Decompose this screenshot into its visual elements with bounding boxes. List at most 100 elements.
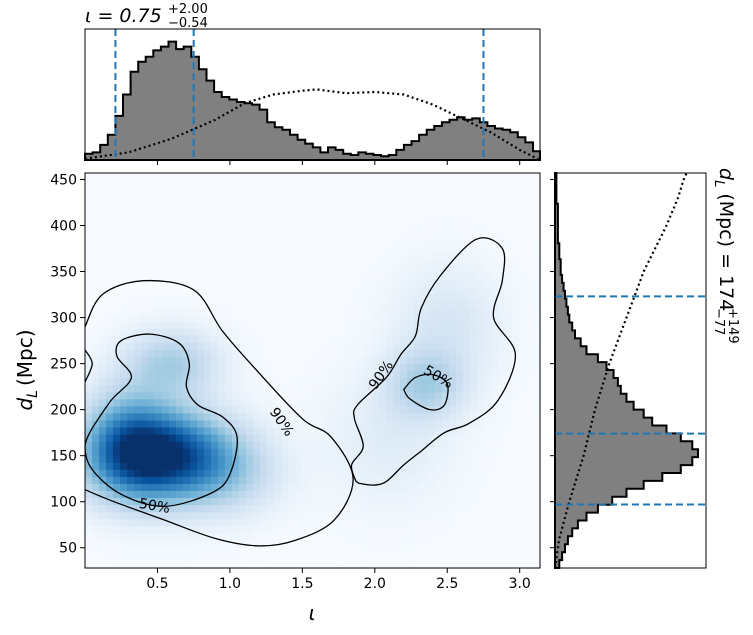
density-cell [323,476,331,484]
density-cell [176,497,184,506]
density-cell [351,426,359,435]
density-cell [246,412,254,421]
density-cell [274,314,282,322]
density-cell [127,511,135,520]
density-cell [162,328,170,336]
density-cell [414,398,422,407]
density-cell [393,264,401,273]
density-cell [386,173,394,181]
density-cell [386,180,394,188]
density-cell [127,307,135,315]
density-cell [232,278,240,287]
density-cell [302,215,310,223]
density-cell [162,243,170,252]
density-cell [400,462,408,470]
density-cell [337,504,345,513]
density-cell [533,180,541,188]
density-cell [218,187,226,195]
svg-text:dL(Mpc): dL(Mpc) [13,329,41,410]
density-cell [141,426,149,435]
density-cell [337,328,345,336]
density-cell [148,490,156,499]
density-cell [456,271,464,280]
density-cell [365,391,373,400]
density-cell [470,264,478,273]
density-cell [428,377,436,386]
density-cell [204,257,212,266]
density-cell [281,490,289,499]
density-cell [519,250,527,259]
density-cell [330,173,338,181]
density-cell [449,278,457,287]
density-cell [246,490,254,499]
density-cell [372,539,380,548]
density-cell [421,476,429,484]
density-cell [351,356,359,365]
density-cell [99,476,107,484]
density-cell [218,441,226,449]
density-cell [162,236,170,245]
density-cell [190,525,198,534]
density-cell [386,271,394,280]
density-cell [162,370,170,379]
density-cell [519,497,527,506]
density-cell [197,455,205,463]
density-cell [442,532,450,541]
density-cell [85,532,93,541]
density-cell [225,299,233,308]
density-cell [120,257,128,266]
density-cell [470,201,478,209]
density-cell [106,229,114,238]
density-cell [274,405,282,414]
density-cell [414,448,422,456]
density-cell [470,490,478,499]
density-cell [85,229,93,238]
density-cell [414,497,422,506]
density-cell [92,314,100,322]
density-cell [386,278,394,287]
density-cell [141,469,149,477]
density-cell [204,321,212,329]
density-cell [127,187,135,195]
density-cell [190,173,198,181]
density-cell [120,370,128,379]
density-cell [127,490,135,499]
density-cell [505,201,513,209]
density-cell [344,546,352,555]
density-cell [288,539,296,548]
density-cell [211,448,219,456]
density-cell [533,342,541,350]
density-cell [505,271,513,280]
density-cell [253,433,261,442]
density-cell [400,370,408,379]
density-cell [253,441,261,449]
density-cell [484,412,492,421]
density-cell [106,321,114,329]
density-cell [407,391,415,400]
density-cell [526,356,534,365]
density-cell [526,194,534,202]
density-cell [456,208,464,216]
density-cell [260,307,268,315]
density-cell [505,560,513,569]
density-cell [323,448,331,456]
density-cell [190,504,198,513]
density-cell [421,405,429,414]
density-cell [274,271,282,280]
density-cell [456,377,464,386]
density-cell [281,448,289,456]
density-cell [491,518,499,527]
density-cell [148,229,156,238]
density-cell [113,243,121,252]
density-cell [330,349,338,357]
density-cell [421,180,429,188]
density-cell [414,370,422,379]
density-cell [379,462,387,470]
density-cell [120,483,128,492]
density-cell [281,222,289,231]
density-cell [533,194,541,202]
density-cell [351,469,359,477]
density-cell [239,511,247,520]
density-cell [267,511,275,520]
density-cell [456,405,464,414]
